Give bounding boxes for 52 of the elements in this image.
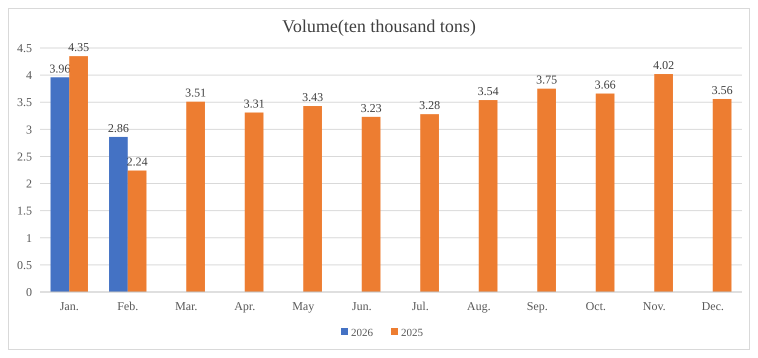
data-label: 3.51 — [185, 86, 206, 100]
x-tick-label: Oct. — [586, 299, 606, 313]
x-tick-label: Feb. — [117, 299, 138, 313]
y-tick-label: 2 — [26, 176, 32, 191]
chart-title: Volume(ten thousand tons) — [282, 16, 476, 36]
data-label: 3.54 — [478, 84, 499, 98]
x-tick-label: Jan. — [60, 299, 79, 313]
x-tick-label: Jul. — [412, 299, 429, 313]
y-tick-label: 3 — [26, 122, 32, 136]
y-tick-label: 1.5 — [17, 204, 32, 218]
y-tick-label: 0 — [26, 285, 32, 299]
x-tick-label: Aug. — [466, 299, 491, 313]
y-tick-label: 0.5 — [17, 258, 32, 272]
x-tick-label: Mar. — [175, 299, 198, 313]
data-label: 3.31 — [244, 96, 265, 111]
bar — [69, 56, 88, 292]
bar — [50, 77, 70, 292]
x-tick-label: May — [292, 299, 314, 313]
y-tick-label: 2.5 — [17, 149, 32, 164]
data-label: 3.43 — [302, 90, 324, 104]
bar — [478, 100, 498, 292]
bar — [712, 98, 732, 292]
data-label: 3.66 — [594, 78, 616, 92]
y-tick-label: 3.5 — [17, 95, 32, 110]
bar — [537, 88, 556, 292]
x-tick-label: Jun. — [352, 299, 372, 313]
data-label: 3.56 — [712, 82, 733, 97]
x-tick-label: Nov. — [642, 299, 666, 313]
legend-label: 2026 — [351, 327, 374, 339]
data-label: 3.28 — [419, 98, 440, 112]
legend-label: 2025 — [401, 327, 424, 339]
bar — [109, 136, 128, 292]
bar — [244, 112, 264, 292]
x-tick-label: Dec. — [702, 299, 724, 313]
data-label: 4.02 — [653, 58, 674, 72]
x-tick-label: Apr. — [234, 299, 256, 313]
bar — [128, 170, 146, 292]
data-label: 2.86 — [108, 120, 129, 135]
bar — [303, 106, 322, 292]
bar — [186, 102, 205, 292]
x-tick-label: Sep. — [526, 299, 548, 313]
bar — [420, 114, 439, 292]
y-tick-label: 4.5 — [17, 41, 32, 55]
bar — [654, 74, 673, 292]
bar — [362, 116, 380, 292]
data-label: 4.35 — [68, 40, 90, 54]
data-label: 3.96 — [49, 61, 70, 76]
data-label: 3.23 — [360, 100, 382, 115]
bar — [596, 94, 614, 292]
data-label: 3.75 — [536, 72, 558, 87]
y-tick-label: 1 — [26, 230, 32, 245]
y-tick-label: 4 — [26, 68, 32, 82]
